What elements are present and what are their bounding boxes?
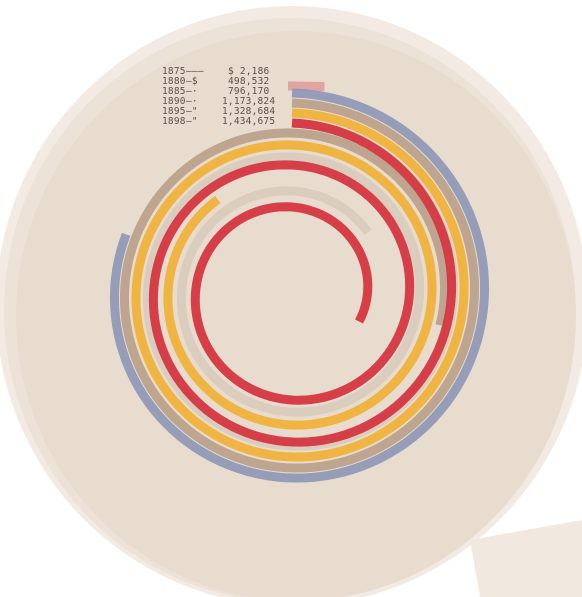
legend-leader: —· xyxy=(186,96,198,107)
legend-leader: —· xyxy=(186,86,198,97)
legend-leader: —" xyxy=(186,106,198,117)
legend-leader: ——— xyxy=(186,66,204,77)
legend-amount: 1,173,824 xyxy=(222,96,275,107)
spiral-bar-1890 xyxy=(131,108,469,462)
spiral-bar-1885 xyxy=(119,98,480,473)
legend-year: 1880 xyxy=(162,76,186,87)
legend-amount: 498,532 xyxy=(228,76,269,87)
spiral-bars xyxy=(109,81,490,483)
legend: 1875 ——— $ 2,186 1880 —$ 498,532 1885 —·… xyxy=(162,66,275,127)
paper-background xyxy=(0,6,582,597)
spiral-bar-1898 xyxy=(148,118,457,447)
legend-amount: $ 2,186 xyxy=(228,66,270,77)
legend-year: 1898 xyxy=(162,116,186,127)
legend-leader: —" xyxy=(186,116,198,127)
legend-amount: 1,434,675 xyxy=(222,116,275,127)
spiral-bar-1875 xyxy=(287,81,325,92)
legend-leader: —$ xyxy=(186,76,198,87)
legend-year: 1890 xyxy=(162,96,186,107)
legend-year: 1875 xyxy=(162,66,186,77)
legend-year: 1885 xyxy=(162,86,186,97)
legend-amount: 796,170 xyxy=(228,86,270,97)
spiral-bar-1880 xyxy=(109,88,490,483)
legend-amount: 1,328,684 xyxy=(222,106,275,117)
legend-year: 1895 xyxy=(162,106,186,117)
